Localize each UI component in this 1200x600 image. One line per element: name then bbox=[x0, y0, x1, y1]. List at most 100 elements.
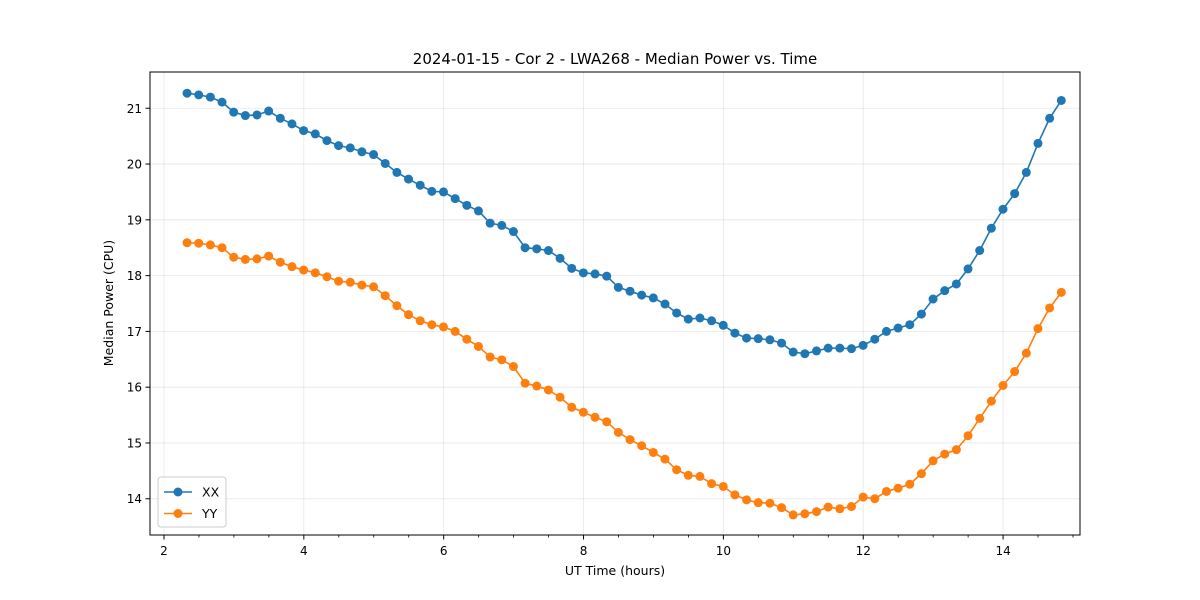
data-point-yy bbox=[205, 240, 215, 250]
data-point-xx bbox=[543, 246, 553, 256]
data-point-yy bbox=[1010, 367, 1020, 377]
data-point-yy bbox=[951, 445, 961, 455]
data-point-xx bbox=[765, 335, 775, 345]
y-axis-label: Median Power (CPU) bbox=[101, 240, 116, 366]
data-point-yy bbox=[940, 449, 950, 459]
data-point-xx bbox=[182, 88, 192, 98]
data-point-xx bbox=[287, 119, 297, 129]
data-point-yy bbox=[555, 392, 565, 402]
x-tick-label: 14 bbox=[995, 544, 1010, 558]
data-point-yy bbox=[986, 396, 996, 406]
data-point-yy bbox=[777, 503, 787, 513]
data-point-xx bbox=[252, 110, 262, 120]
data-point-xx bbox=[1010, 189, 1020, 199]
data-point-yy bbox=[578, 407, 588, 417]
data-point-xx bbox=[672, 308, 682, 318]
data-point-yy bbox=[252, 254, 262, 264]
data-point-yy bbox=[532, 381, 542, 391]
data-point-yy bbox=[683, 470, 693, 480]
data-point-yy bbox=[240, 254, 250, 264]
x-tick-label: 6 bbox=[440, 544, 448, 558]
x-axis-label: UT Time (hours) bbox=[565, 563, 665, 578]
data-point-xx bbox=[893, 323, 903, 333]
data-point-yy bbox=[928, 456, 938, 466]
legend: XX YY bbox=[157, 476, 227, 528]
data-point-xx bbox=[404, 174, 414, 184]
data-point-yy bbox=[613, 427, 623, 437]
data-point-yy bbox=[975, 413, 985, 423]
data-point-yy bbox=[870, 494, 880, 504]
data-point-xx bbox=[812, 346, 822, 356]
data-point-xx bbox=[485, 218, 495, 228]
data-point-yy bbox=[625, 435, 635, 445]
data-point-xx bbox=[846, 344, 856, 354]
x-tick-label: 12 bbox=[856, 544, 871, 558]
data-point-yy bbox=[380, 291, 390, 301]
data-point-yy bbox=[881, 486, 891, 496]
data-point-xx bbox=[870, 334, 880, 344]
x-tick-label: 10 bbox=[716, 544, 731, 558]
data-point-yy bbox=[299, 265, 309, 275]
data-point-xx bbox=[345, 143, 355, 153]
data-point-xx bbox=[357, 147, 367, 157]
data-point-yy bbox=[217, 243, 227, 253]
data-point-yy bbox=[590, 412, 600, 422]
data-point-xx bbox=[205, 92, 215, 102]
data-point-xx bbox=[928, 294, 938, 304]
data-point-xx bbox=[695, 313, 705, 323]
data-point-xx bbox=[240, 111, 250, 121]
x-tick-label: 4 bbox=[300, 544, 308, 558]
data-point-xx bbox=[975, 246, 985, 256]
data-point-xx bbox=[940, 286, 950, 296]
data-point-yy bbox=[753, 498, 763, 508]
data-point-yy bbox=[369, 282, 379, 292]
data-point-xx bbox=[555, 253, 565, 263]
data-point-yy bbox=[264, 251, 274, 261]
chart-title: 2024-01-15 - Cor 2 - LWA268 - Median Pow… bbox=[413, 50, 817, 68]
data-point-yy bbox=[182, 238, 192, 248]
data-point-yy bbox=[322, 272, 332, 282]
data-point-xx bbox=[951, 279, 961, 289]
data-point-xx bbox=[578, 268, 588, 278]
series-line-xx bbox=[186, 92, 1062, 355]
data-point-xx bbox=[905, 320, 915, 330]
data-point-yy bbox=[637, 441, 647, 451]
data-point-yy bbox=[310, 268, 320, 278]
data-point-xx bbox=[415, 180, 425, 190]
data-point-xx bbox=[963, 264, 973, 274]
data-point-xx bbox=[998, 204, 1008, 214]
data-point-yy bbox=[718, 481, 728, 491]
data-point-xx bbox=[1021, 167, 1031, 177]
data-point-yy bbox=[473, 341, 483, 351]
data-point-xx bbox=[788, 347, 798, 357]
data-point-yy bbox=[450, 326, 460, 336]
series-group bbox=[182, 88, 1066, 520]
data-point-yy bbox=[846, 502, 856, 512]
data-point-xx bbox=[334, 141, 344, 151]
data-point-xx bbox=[264, 106, 274, 116]
data-point-xx bbox=[986, 223, 996, 233]
data-point-xx bbox=[742, 333, 752, 343]
data-point-xx bbox=[1033, 138, 1043, 148]
data-point-xx bbox=[637, 290, 647, 300]
data-point-xx bbox=[753, 334, 763, 344]
data-point-yy bbox=[707, 479, 717, 489]
data-point-yy bbox=[357, 280, 367, 290]
data-point-yy bbox=[858, 492, 868, 502]
data-point-xx bbox=[683, 314, 693, 324]
data-point-yy bbox=[485, 352, 495, 362]
data-point-xx bbox=[800, 349, 810, 359]
data-point-xx bbox=[1056, 95, 1066, 105]
plot-area-frame bbox=[149, 71, 1081, 536]
y-tick-label: 19 bbox=[127, 213, 142, 227]
data-point-yy bbox=[287, 262, 297, 272]
data-point-xx bbox=[427, 186, 437, 196]
data-point-yy bbox=[893, 483, 903, 493]
y-tick-label: 20 bbox=[127, 158, 142, 172]
data-point-xx bbox=[648, 293, 658, 303]
data-point-yy bbox=[462, 334, 472, 344]
y-tick-label: 18 bbox=[127, 269, 142, 283]
axis-ticks: 2 4 6 8 10 12 14 14 15 16 17 18 19 20 21 bbox=[127, 102, 1074, 558]
data-point-yy bbox=[194, 238, 204, 248]
legend-label-yy: YY bbox=[201, 506, 218, 521]
